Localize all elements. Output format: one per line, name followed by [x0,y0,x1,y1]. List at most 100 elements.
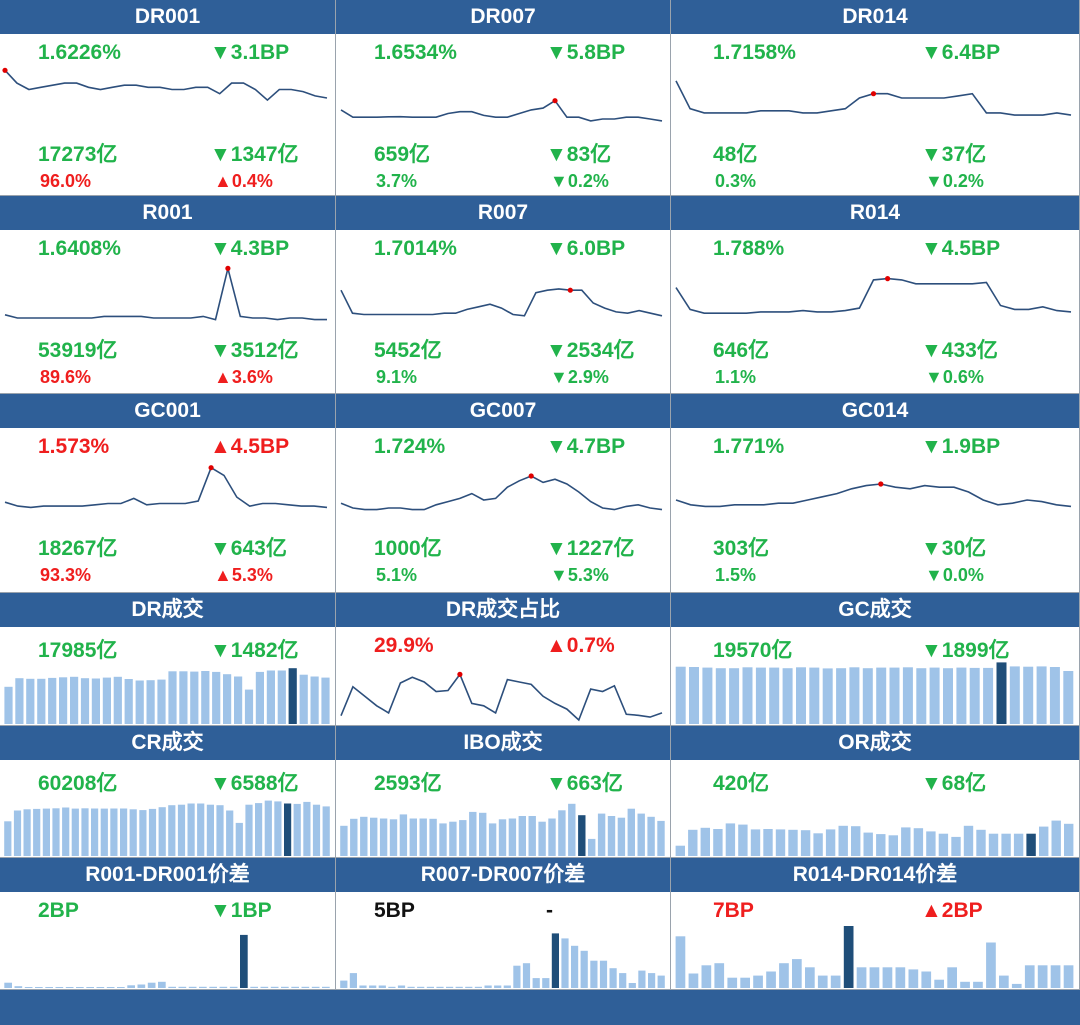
vol-3-bar [226,810,234,856]
rate-change: ▼4.5BP [921,237,1001,260]
share-change: ▼0.2% [925,171,984,191]
panel-title: OR成交 [671,726,1079,760]
rate-change: ▼5.8BP [546,41,626,64]
vol-5-bar [976,829,986,856]
vol-2-bar [902,667,913,724]
gc001-peak-point [208,465,214,471]
vol-0-bar [102,677,111,724]
r001-series-line [4,268,327,321]
vol-7-bar [369,985,377,988]
rate-value: 1.7158% [713,41,796,64]
dr007-peak-point [552,98,558,104]
vol-0-bar [124,679,133,724]
vol-6-bar [260,986,269,988]
panel-r001: R001 1.6408% ▼4.3BP 53919亿 ▼3512亿 89.6% ▲3.6% [0,196,336,394]
vol-1-series-line [340,672,663,722]
vol-3-bar [139,810,147,856]
panel-change: ▼1482亿 [210,639,299,662]
vol-8-bar [740,977,750,988]
share-change: ▲3.6% [214,367,273,387]
rate-value: 1.573% [38,435,110,458]
vol-2-bar [1009,666,1020,724]
volume-value: 53919亿 [38,339,118,362]
vol-2-bar [729,668,740,724]
vol-8-bar [960,981,970,988]
vol-0-bar [168,671,177,724]
panel-title: R014-DR014价差 [671,858,1079,892]
share-value: 9.1% [376,367,418,387]
vol-5-bar [851,826,861,856]
vol-6-bar [250,986,258,988]
rate-value: 1.788% [713,237,785,260]
vol-7-bar [609,968,617,988]
panel-change: ▼6588亿 [210,772,299,795]
share-value: 89.6% [40,367,92,387]
vol-8-bar [999,975,1009,988]
vol-2-bar [876,667,887,724]
vol-1-peak-point [457,671,463,677]
panel-dr007: DR007 1.6534% ▼5.8BP 659亿 ▼83亿 3.7% ▼0.2% [336,0,671,196]
vol-0-bar [179,671,188,724]
vol-7-bar-current [551,933,559,988]
vol-8-bar [856,967,867,988]
vol-5-bar [775,829,786,856]
vol-5-bar [825,829,836,856]
vol-2-bar [689,667,699,724]
vol-5-bar [1013,833,1024,856]
vol-5-bar [1001,833,1011,856]
vol-8-bar [921,971,932,988]
vol-4-bar [657,820,665,856]
vol-6-bar [322,986,330,988]
vol-5-bar [863,832,873,856]
share-change: ▼0.2% [550,171,609,191]
panel-r007: R007 1.7014% ▼6.0BP 5452亿 ▼2534亿 9.1% ▼2.9% [336,196,671,394]
vol-5-bar [838,825,848,856]
volume-value: 1000亿 [374,537,442,560]
panel-title: R007 [336,196,670,230]
vol-6-bar [24,987,33,988]
dr001-series-line [4,69,328,102]
share-value: 3.7% [376,171,418,191]
panel-value: 17985亿 [38,639,118,662]
r007-series-line [340,288,663,317]
vol-8-bar [792,959,802,988]
volume-change: ▼643亿 [210,537,287,560]
share-value: 5.1% [376,565,418,585]
vol-4-bar [528,816,536,856]
vol-7-bar [484,985,492,988]
vol-3-bar [81,808,89,856]
panel-vol-0: DR成交 17985亿 ▼1482亿 [0,593,336,726]
vol-3-bar [91,808,99,856]
vol-5-bar [700,827,710,856]
rate-change: ▲4.5BP [210,435,290,458]
vol-0-bar [59,677,68,724]
share-value: 1.1% [715,367,757,387]
share-change: ▲5.3% [214,565,273,585]
rate-change: ▼6.4BP [921,41,1001,64]
vol-3-bar [52,808,60,856]
vol-6-bar [229,986,238,988]
vol-6-bar [301,986,310,988]
vol-5-bar [926,831,936,856]
vol-0-bar [80,678,90,724]
vol-7-bar [513,965,521,988]
panel-vol-2: GC成交 19570亿 ▼1899亿 [671,593,1080,726]
rate-change: ▼4.7BP [546,435,626,458]
vol-8-bar [701,965,712,988]
vol-0-bar [299,674,308,724]
vol-3-bar [42,808,50,856]
panel-vol-3: CR成交 60208亿 ▼6588亿 [0,726,336,858]
rate-change: ▼1.9BP [921,435,1001,458]
vol-3-bar [168,805,176,856]
vol-6-bar [35,987,43,988]
vol-7-bar [388,986,396,988]
vol-2-bar [675,666,686,724]
vol-2-bar [1023,666,1034,724]
vol-8-bar [908,969,919,988]
vol-0-bar [157,679,166,724]
dr014-series-line [675,80,1072,116]
vol-4-bar [479,812,487,856]
volume-change: ▼3512亿 [210,339,299,362]
vol-6-bar [188,986,197,988]
volume-value: 303亿 [713,537,770,560]
